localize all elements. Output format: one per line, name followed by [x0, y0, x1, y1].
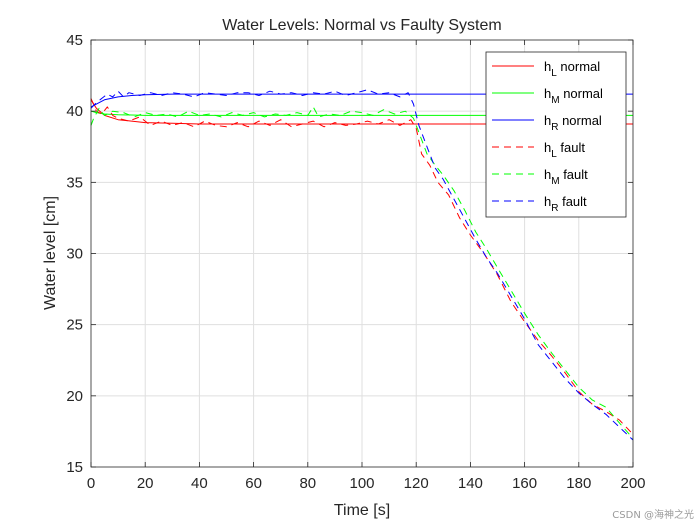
- y-axis-label: Water level [cm]: [42, 196, 59, 310]
- x-tick-label: 20: [137, 475, 154, 492]
- y-tick-label: 35: [66, 174, 83, 191]
- legend-label-hl-fault: hL fault: [544, 140, 585, 160]
- series-line-hl-fault: [90, 98, 634, 435]
- series-line-hm-fault: [90, 106, 634, 439]
- legend-label-hr-fault: hR fault: [544, 194, 587, 214]
- y-tick-label: 25: [66, 317, 83, 334]
- legend: hL normal hM normal hR normal hL fault hM fa…: [485, 51, 627, 218]
- x-tick-label: 0: [87, 475, 95, 492]
- x-tick-label: 160: [512, 475, 537, 492]
- y-tick-label: 45: [66, 32, 83, 49]
- legend-label-hm-normal: hM normal: [544, 86, 603, 106]
- y-tick-label: 15: [66, 459, 83, 476]
- x-tick-label: 40: [191, 475, 208, 492]
- series-line-hr-fault: [90, 89, 634, 441]
- x-tick-label: 100: [349, 475, 374, 492]
- y-tick-label: 40: [66, 103, 83, 120]
- y-tick-label: 20: [66, 388, 83, 405]
- y-tick-label: 30: [66, 246, 83, 263]
- x-tick-label: 80: [299, 475, 316, 492]
- x-tick-label: 120: [404, 475, 429, 492]
- legend-label-hl-normal: hL normal: [544, 59, 600, 79]
- x-tick-label: 200: [620, 475, 645, 492]
- legend-box: [485, 51, 627, 218]
- legend-label-hr-normal: hR normal: [544, 113, 602, 133]
- watermark: CSDN @海神之光: [612, 510, 694, 521]
- chart-title: Water Levels: Normal vs Faulty System: [222, 17, 501, 34]
- axis-ticks: 0 20 40 60 80 100 120 140 160 180 200 15 20 25 30 35 40 4…: [66, 32, 645, 492]
- x-axis-label: Time [s]: [334, 502, 390, 519]
- legend-label-hm-fault: hM fault: [544, 167, 588, 187]
- x-tick-label: 60: [245, 475, 262, 492]
- x-tick-label: 140: [458, 475, 483, 492]
- x-tick-label: 180: [566, 475, 591, 492]
